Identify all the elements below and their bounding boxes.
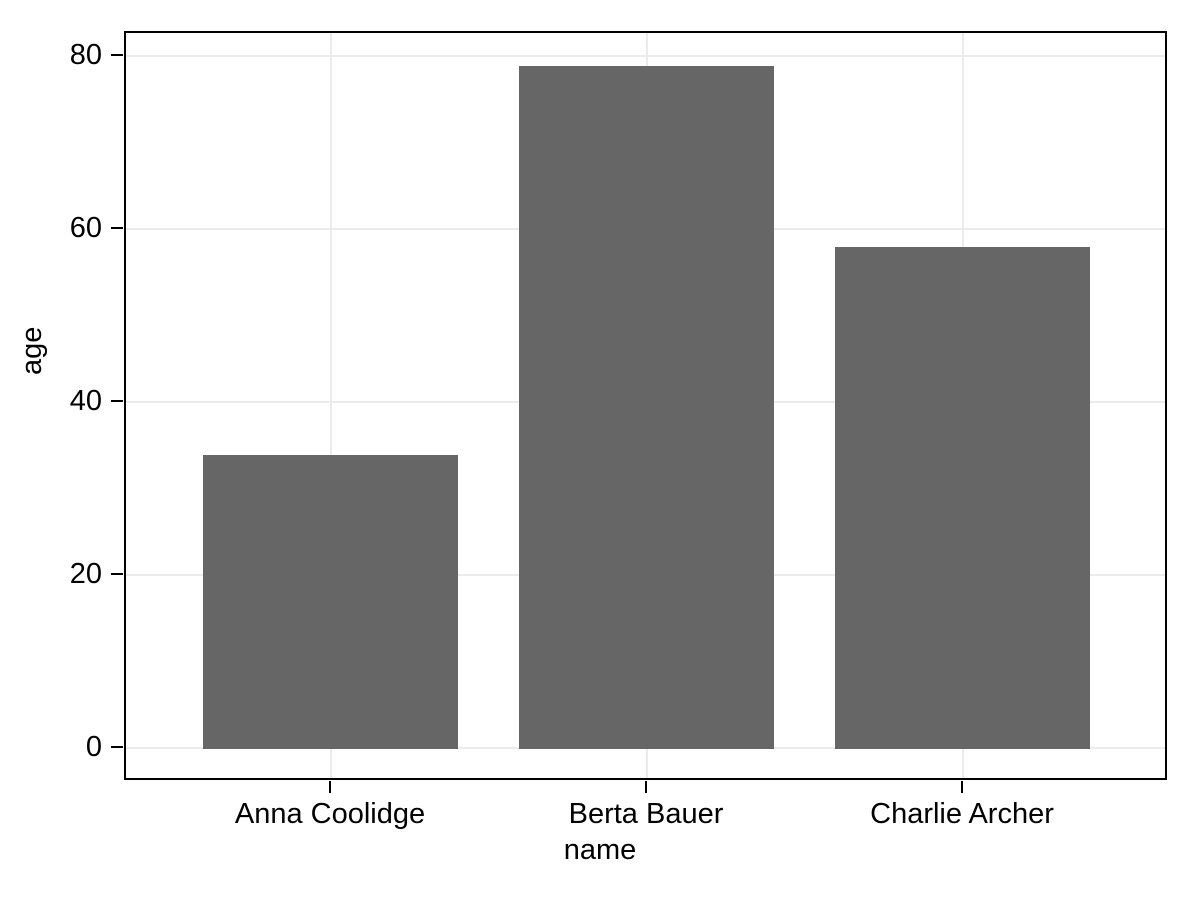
plot-panel [124,31,1167,780]
y-tick-mark-20 [111,573,123,575]
bar-anna-coolidge [203,455,458,749]
y-tick-label-0: 0 [85,731,102,763]
bar-charlie-archer [835,247,1090,749]
y-tick-label-40: 40 [69,385,102,417]
x-axis-title: name [563,834,637,866]
y-tick-mark-0 [111,746,123,748]
x-tick-mark-charlie-archer [961,781,963,793]
y-tick-mark-80 [111,54,123,56]
plot-panel-inner [126,33,1165,778]
y-tick-mark-60 [111,227,123,229]
gridline-y-80 [126,55,1165,57]
x-tick-label-charlie-archer: Charlie Archer [870,798,1054,830]
x-tick-label-anna-coolidge: Anna Coolidge [234,798,426,830]
y-tick-label-60: 60 [69,212,102,244]
x-tick-label-berta-bauer: Berta Bauer [568,798,724,830]
gridline-x-anna-coolidge [330,33,332,778]
x-tick-mark-anna-coolidge [329,781,331,793]
y-tick-label-20: 20 [69,558,102,590]
y-tick-label-80: 80 [69,39,102,71]
bar-berta-bauer [519,66,774,749]
x-tick-mark-berta-bauer [645,781,647,793]
y-tick-mark-40 [111,400,123,402]
y-axis-title: age [16,326,48,375]
